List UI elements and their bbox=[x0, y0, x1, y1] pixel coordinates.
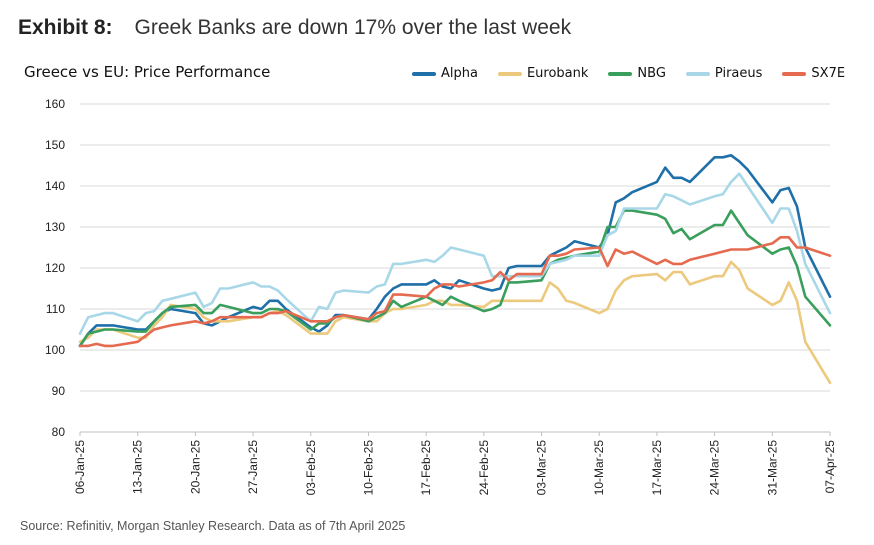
legend-label: SX7E bbox=[811, 66, 846, 81]
y-tick-label: 90 bbox=[52, 384, 66, 398]
x-tick-label: 10-Mar-25 bbox=[592, 440, 606, 496]
x-tick-label: 17-Mar-25 bbox=[650, 440, 664, 496]
exhibit-header: Exhibit 8: Greek Banks are down 17% over … bbox=[18, 16, 571, 40]
legend-item-eurobank: Eurobank bbox=[497, 66, 589, 81]
x-tick-label: 24-Mar-25 bbox=[708, 440, 722, 496]
chart-title: Greece vs EU: Price Performance bbox=[24, 63, 271, 81]
legend-swatch bbox=[497, 71, 522, 76]
legend-swatch bbox=[685, 71, 710, 76]
legend-swatch bbox=[782, 71, 807, 76]
series-line-sx7e bbox=[78, 236, 832, 348]
series-line-eurobank bbox=[78, 260, 832, 385]
series-line-nbg bbox=[78, 209, 832, 348]
x-tick-label: 03-Mar-25 bbox=[535, 440, 549, 496]
x-tick-label: 10-Feb-25 bbox=[361, 440, 375, 496]
legend-label: Piraeus bbox=[714, 66, 763, 81]
legend-label: Alpha bbox=[441, 66, 478, 81]
series-line-piraeus bbox=[78, 172, 832, 335]
chart-legend: Alpha Eurobank NBG Piraeus SX7E bbox=[412, 66, 865, 81]
y-tick-label: 140 bbox=[45, 179, 65, 193]
y-tick-label: 160 bbox=[45, 97, 65, 111]
x-tick-label: 03-Feb-25 bbox=[304, 440, 318, 496]
legend-swatch bbox=[608, 71, 633, 76]
legend-item-nbg: NBG bbox=[608, 66, 666, 81]
y-tick-label: 130 bbox=[45, 220, 65, 234]
x-tick-label: 06-Jan-25 bbox=[73, 440, 87, 494]
exhibit-label: Exhibit 8: bbox=[18, 16, 113, 39]
y-tick-label: 100 bbox=[45, 343, 65, 357]
series-line-alpha bbox=[78, 154, 832, 348]
legend-label: Eurobank bbox=[526, 66, 589, 81]
source-note: Source: Refinitiv, Morgan Stanley Resear… bbox=[20, 519, 406, 533]
y-tick-label: 80 bbox=[52, 425, 66, 439]
x-tick-label: 13-Jan-25 bbox=[131, 440, 145, 494]
x-tick-label: 31-Mar-25 bbox=[765, 440, 779, 496]
x-tick-label: 24-Feb-25 bbox=[477, 440, 491, 496]
legend-swatch bbox=[412, 71, 436, 76]
x-tick-label: 27-Jan-25 bbox=[246, 440, 260, 494]
legend-label: NBG bbox=[637, 66, 666, 81]
x-tick-label: 20-Jan-25 bbox=[188, 440, 202, 494]
x-tick-label: 07-Apr-25 bbox=[823, 440, 837, 494]
legend-item-sx7e: SX7E bbox=[782, 66, 845, 81]
legend-item-alpha: Alpha bbox=[412, 66, 478, 81]
y-tick-label: 150 bbox=[45, 138, 65, 152]
y-tick-label: 110 bbox=[46, 302, 65, 316]
exhibit-title: Greek Banks are down 17% over the last w… bbox=[134, 16, 572, 39]
legend-item-piraeus: Piraeus bbox=[685, 66, 763, 81]
x-tick-label: 17-Feb-25 bbox=[419, 440, 433, 496]
y-tick-label: 120 bbox=[45, 261, 65, 275]
